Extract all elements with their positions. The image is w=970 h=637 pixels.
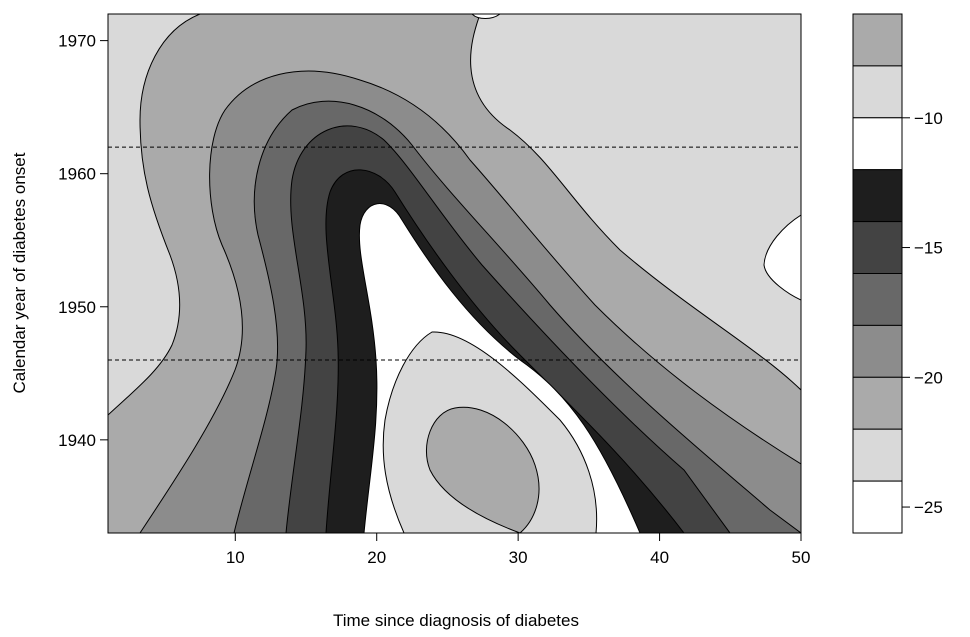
x-tick-label-50: 50 — [792, 548, 811, 567]
legend-band-8 — [852, 428, 903, 482]
legend-tick-label--25: −25 — [914, 498, 943, 517]
reference-lines — [108, 146, 801, 361]
y-tick-label-1970: 1970 — [58, 32, 96, 51]
y-tick-label-1950: 1950 — [58, 298, 96, 317]
legend-band-6 — [852, 324, 903, 378]
legend-tick-label--15: −15 — [914, 239, 943, 258]
contour-region-inner-mid — [426, 406, 540, 533]
y-tick-label-1940: 1940 — [58, 431, 96, 450]
legend-band-4 — [852, 221, 903, 275]
legend-band-0 — [852, 13, 903, 67]
x-tick-label-30: 30 — [509, 548, 528, 567]
legend-frame — [852, 13, 903, 534]
legend-tick-label--20: −20 — [914, 368, 943, 387]
y-axis-title: Calendar year of diabetes onset — [10, 152, 29, 393]
legend-band-9 — [852, 480, 903, 534]
x-tick-label-10: 10 — [226, 548, 245, 567]
x-axis: 10 20 30 40 50 — [226, 533, 811, 567]
legend-band-1 — [852, 65, 903, 119]
plot-area — [108, 14, 801, 533]
legend-tick-label--10: −10 — [914, 109, 943, 128]
x-tick-label-20: 20 — [367, 548, 386, 567]
y-axis: 1940 1950 1960 1970 — [58, 32, 108, 450]
x-tick-label-40: 40 — [650, 548, 669, 567]
plot-frame — [107, 13, 802, 534]
legend-band-5 — [852, 273, 903, 326]
x-axis-title: Time since diagnosis of diabetes — [333, 611, 579, 630]
y-tick-label-1960: 1960 — [58, 165, 96, 184]
legend-band-7 — [852, 376, 903, 430]
legend-band-2 — [852, 117, 903, 171]
contour-region-right-island — [763, 214, 801, 301]
color-legend: −10 −15 −20 −25 — [852, 13, 943, 534]
legend-band-3 — [852, 169, 903, 223]
